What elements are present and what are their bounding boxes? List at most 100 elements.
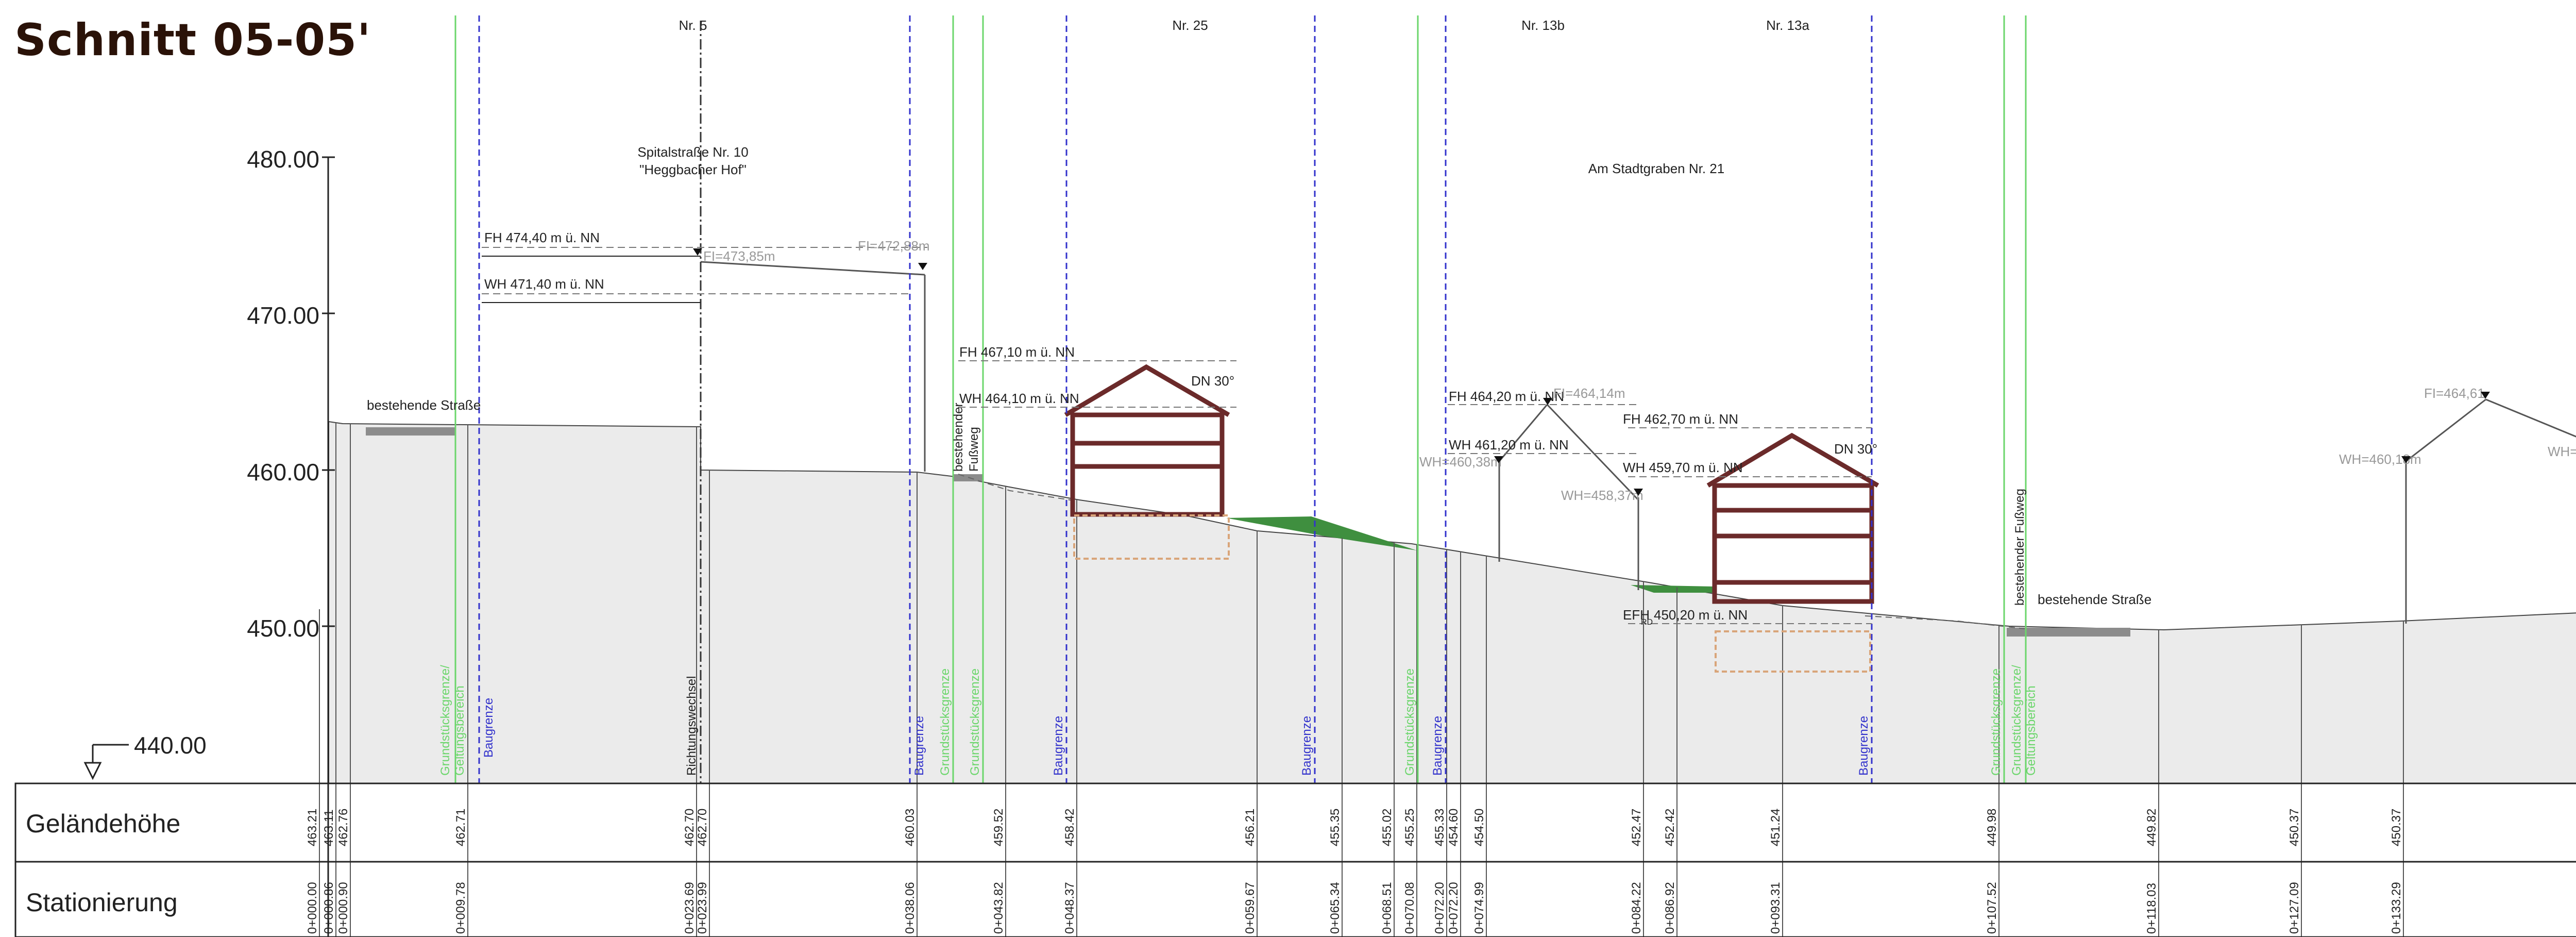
annotation-footpath: bestehender bbox=[952, 403, 965, 472]
height-label: WH=458,37m bbox=[1561, 488, 1643, 503]
height-label: RD bbox=[1641, 618, 1653, 627]
height-label: 450,20 m ü. NN bbox=[1654, 607, 1748, 623]
stationierung-value: 0+009.78 bbox=[454, 882, 468, 934]
stationierung-value: 0+000.86 bbox=[322, 882, 336, 934]
datum-marker bbox=[83, 744, 129, 780]
label-nr5: Nr. 5 bbox=[679, 18, 707, 33]
stationierung-value: 0+086.92 bbox=[1663, 882, 1677, 934]
vertical-label: Baugrenze bbox=[912, 716, 926, 776]
height-label: WH 461,20 m ü. NN bbox=[1449, 437, 1569, 453]
stationierung-value: 0+107.52 bbox=[1985, 882, 1999, 934]
height-label: FH 467,10 m ü. NN bbox=[959, 344, 1075, 360]
annotation-footpath: Fußweg bbox=[967, 427, 981, 472]
stationierung-value: 0+048.37 bbox=[1063, 882, 1077, 934]
height-marker bbox=[918, 263, 927, 270]
page-title: Schnitt 05-05' bbox=[14, 14, 371, 66]
station-table bbox=[14, 782, 2576, 937]
height-label: FH 464,20 m ü. NN bbox=[1449, 389, 1564, 404]
annotation-road: bestehende Straße bbox=[367, 397, 481, 413]
stationierung-value: 0+065.34 bbox=[1328, 882, 1342, 934]
height-label: WH 459,70 m ü. NN bbox=[1623, 460, 1743, 475]
gelaende-value: 449.98 bbox=[1985, 809, 1999, 846]
height-marker bbox=[2481, 392, 2490, 399]
stationierung-value: 0+070.08 bbox=[1403, 882, 1417, 934]
gelaende-value: 452.42 bbox=[1663, 809, 1677, 846]
stationierung-value: 0+000.90 bbox=[336, 882, 350, 934]
vegetation-1 bbox=[1226, 516, 1417, 550]
axis-tick-470: 470.00 bbox=[247, 302, 319, 329]
gelaende-value: 463.21 bbox=[306, 809, 319, 846]
stationierung-value: 0+118.03 bbox=[2145, 883, 2159, 934]
height-label: WH 471,40 m ü. NN bbox=[484, 276, 604, 292]
stationierung-value: 0+059.67 bbox=[1243, 882, 1257, 934]
building-nr5 bbox=[700, 21, 926, 783]
gelaende-value: 460.03 bbox=[903, 809, 917, 846]
datum-label: 440.00 bbox=[134, 732, 207, 759]
axis-tick-480: 480.00 bbox=[247, 146, 319, 173]
gelaende-value: 452.47 bbox=[1630, 809, 1643, 846]
gelaende-value: 456.21 bbox=[1243, 809, 1257, 846]
vertical-label: Geltungsbereich bbox=[2024, 685, 2038, 776]
height-label: EFH bbox=[1623, 607, 1650, 623]
label-nr13a: Nr. 13a bbox=[1766, 18, 1809, 33]
vertical-label: Grundstücksgrenze bbox=[968, 668, 982, 776]
basement-nr25 bbox=[1073, 514, 1230, 560]
building-name: "Heggbacher Hof" bbox=[639, 162, 747, 177]
stationierung-value: 0+023.69 bbox=[683, 882, 697, 934]
vertical-label: Baugrenze bbox=[1052, 716, 1065, 776]
gelaende-value: 454.60 bbox=[1447, 809, 1461, 846]
axis-tick-460: 460.00 bbox=[247, 459, 319, 486]
vertical-label: Baugrenze bbox=[1300, 716, 1314, 776]
stationierung-value: 0+023.99 bbox=[696, 882, 709, 934]
vertical-label: Baugrenze bbox=[482, 698, 496, 758]
stationierung-value: 0+072.20 bbox=[1433, 882, 1447, 934]
height-label: FH 474,40 m ü. NN bbox=[484, 230, 600, 245]
gelaende-value: 450.37 bbox=[2389, 809, 2403, 846]
stationierung-value: 0+072.20 bbox=[1447, 882, 1461, 934]
stationierung-value: 0+038.06 bbox=[903, 882, 917, 934]
height-label: FI=473,85m bbox=[703, 248, 775, 264]
height-label: WH=460,18m bbox=[2339, 451, 2421, 467]
terrain-dashed-2 bbox=[1865, 615, 2025, 629]
vertical-label: Grundstücksgrenze bbox=[1403, 668, 1417, 776]
building-nr13b-outline bbox=[1498, 398, 2576, 624]
stationierung-value: 0+093.31 bbox=[1769, 882, 1783, 934]
table-row-label: Geländehöhe bbox=[26, 809, 180, 838]
height-label: DN 30° bbox=[1834, 441, 1877, 457]
vertical-label: Grundstücksgrenze/ bbox=[2010, 665, 2024, 776]
road-left bbox=[366, 427, 456, 436]
gelaende-value: 462.70 bbox=[696, 809, 709, 846]
height-marker bbox=[2401, 456, 2411, 463]
gelaende-value: 458.42 bbox=[1063, 809, 1077, 846]
vertical-label: Baugrenze bbox=[1857, 716, 1871, 776]
gelaende-value: 463.11 bbox=[322, 809, 336, 846]
table-row-label: Stationierung bbox=[26, 888, 178, 917]
gelaende-value: 454.50 bbox=[1472, 809, 1486, 846]
stationierung-value: 0+074.99 bbox=[1472, 882, 1486, 934]
terrain-ground bbox=[328, 421, 2576, 784]
label-nr13b: Nr. 13b bbox=[1521, 18, 1565, 33]
gelaende-value: 451.24 bbox=[1769, 809, 1783, 846]
vertical-label: Grundstücksgrenze bbox=[1989, 668, 2003, 776]
axis-tick-450: 450.00 bbox=[247, 615, 319, 642]
annotation-road: bestehende Straße bbox=[2038, 592, 2151, 607]
gelaende-value: 455.33 bbox=[1433, 809, 1447, 846]
gelaende-value: 462.70 bbox=[683, 809, 697, 846]
vertical-label: Baugrenze bbox=[1431, 716, 1445, 776]
stationierung-value: 0+084.22 bbox=[1630, 882, 1643, 934]
stationierung-value: 0+133.29 bbox=[2389, 882, 2403, 934]
gelaende-value: 450.37 bbox=[2287, 809, 2301, 846]
gelaende-value: 462.71 bbox=[454, 809, 468, 846]
height-label: WH=460,38m bbox=[1419, 454, 1502, 470]
height-label: FH 462,70 m ü. NN bbox=[1623, 411, 1738, 427]
height-marker bbox=[693, 248, 702, 256]
building-name: Spitalstraße Nr. 10 bbox=[637, 144, 748, 160]
stationierung-value: 0+043.82 bbox=[992, 882, 1006, 934]
height-marker bbox=[1634, 489, 1643, 496]
label-nr25: Nr. 25 bbox=[1172, 18, 1208, 33]
elevation-axis bbox=[322, 156, 335, 783]
vertical-label: Richtungswechsel bbox=[685, 676, 699, 776]
stationierung-value: 0+127.09 bbox=[2287, 882, 2301, 934]
gelaende-value: 449.82 bbox=[2145, 809, 2159, 846]
